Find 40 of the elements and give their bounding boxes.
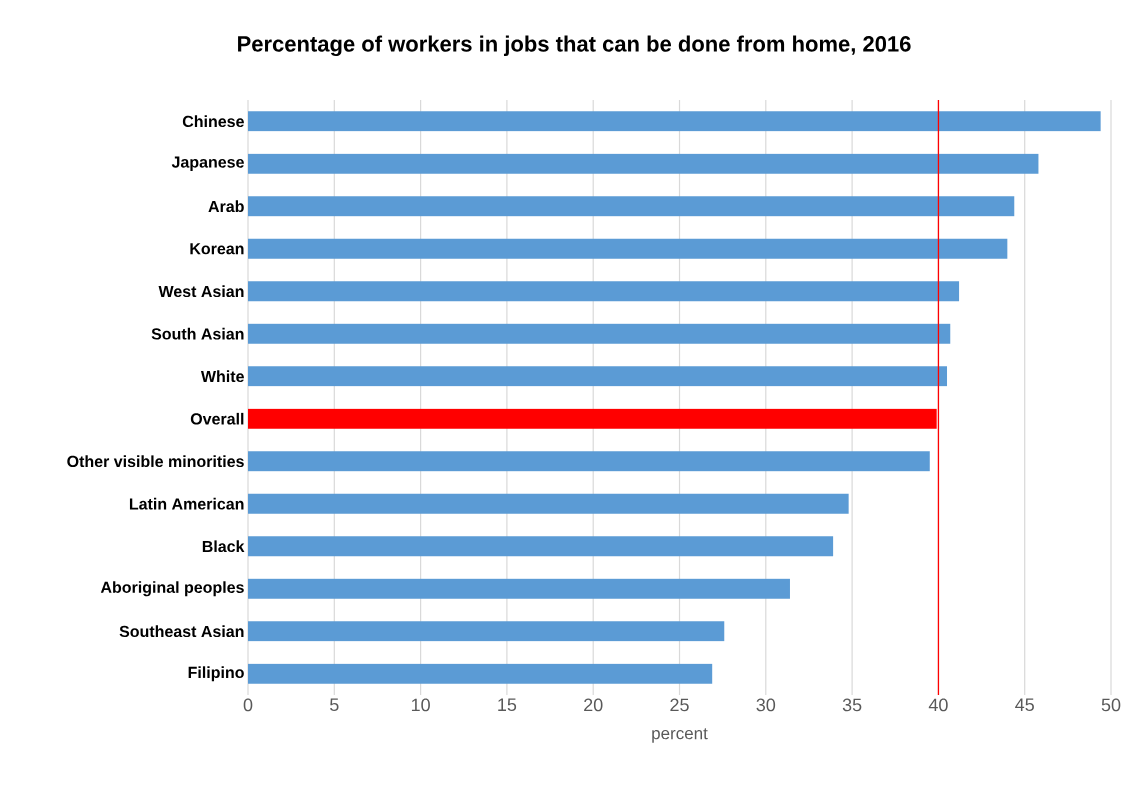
x-tick-label: 5: [330, 698, 339, 712]
bar: [248, 536, 834, 557]
x-tick-label: 15: [498, 698, 517, 712]
x-axis-title: percent: [652, 728, 708, 743]
bar: [248, 281, 960, 302]
y-tick-label: South Asian: [151, 327, 244, 340]
y-tick-label: White: [200, 370, 244, 383]
bar: [248, 366, 948, 387]
y-tick-label: Latin American: [129, 497, 244, 510]
bar: [248, 111, 1101, 132]
bar: [248, 451, 930, 472]
bar: [248, 621, 725, 642]
bar: [248, 578, 790, 599]
bar: [248, 323, 951, 344]
y-tick-label: Other visible minorities: [67, 455, 244, 468]
x-tick-label: 50: [1101, 698, 1121, 712]
x-tick-label: 25: [670, 698, 689, 712]
x-tick-label: 35: [842, 698, 862, 712]
y-tick-label: Overall: [190, 412, 244, 425]
bar: [248, 153, 1039, 174]
x-tick-label: 40: [928, 698, 948, 712]
y-tick-label: Chinese: [182, 115, 244, 128]
y-tick-label: Filipino: [188, 666, 244, 682]
x-tick-label: 45: [1015, 698, 1034, 712]
y-tick-label: West Asian: [158, 285, 244, 298]
x-tick-label: 30: [756, 698, 776, 712]
bar: [248, 238, 1008, 259]
x-tick-label: 10: [411, 698, 430, 712]
y-tick-label: Southeast Asian: [119, 625, 244, 638]
y-tick-label: Black: [202, 540, 245, 553]
x-tick-label: 20: [584, 698, 603, 712]
y-tick-label: Arab: [208, 200, 244, 213]
x-tick-label: 0: [243, 698, 253, 712]
bar: [248, 196, 1015, 217]
y-tick-label: Korean: [190, 243, 244, 255]
y-tick-label: Japanese: [171, 156, 244, 171]
bar: [248, 663, 713, 684]
bar: [248, 493, 849, 514]
chart-title: Percentage of workers in jobs that can be done from home, 2016: [238, 35, 911, 57]
y-tick-label: Aboriginal peoples: [100, 581, 244, 597]
